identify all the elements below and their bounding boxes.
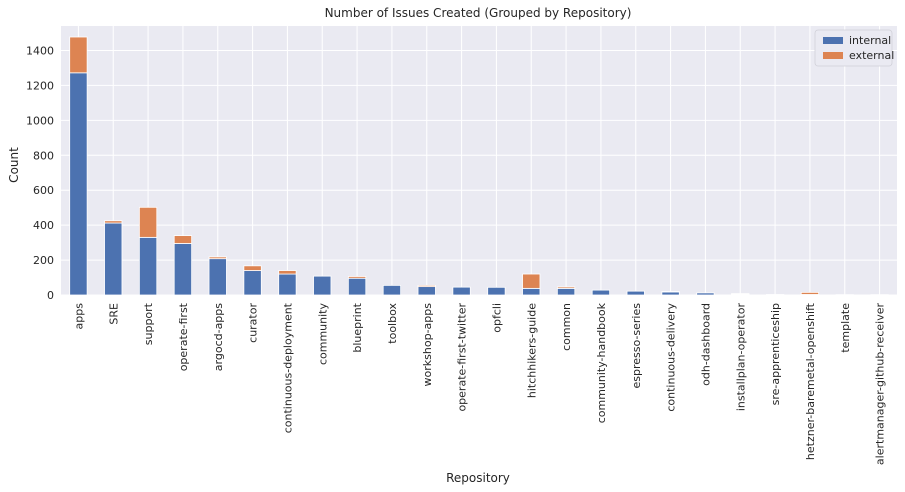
y-tick-label: 600	[33, 184, 54, 197]
bar-external-apps	[69, 36, 88, 74]
bars	[69, 36, 889, 296]
bar-external-hitchhikers-guide	[522, 273, 541, 289]
legend-label-external: external	[849, 49, 894, 62]
x-tick-label: template	[839, 303, 852, 353]
x-tick-label: common	[560, 303, 573, 351]
bar-internal-sre-apprenticeship	[765, 294, 785, 296]
bar-internal-operate-first	[173, 243, 193, 296]
plot-background	[61, 26, 897, 295]
y-tick-label: 1400	[26, 44, 54, 57]
x-tick-label: odh-dashboard	[699, 303, 712, 386]
x-tick-label: alertmanager-github-receiver	[874, 303, 887, 466]
y-tick-label: 200	[33, 254, 54, 267]
x-tick-label: continuous-delivery	[665, 303, 678, 412]
bar-internal-workshop-apps	[417, 286, 436, 296]
legend-swatch-internal	[823, 37, 843, 44]
y-tick-label: 1000	[26, 114, 54, 127]
bar-internal-community	[313, 275, 332, 296]
x-tick-label: support	[142, 302, 155, 345]
bar-internal-argocd-apps	[208, 258, 227, 296]
x-tick-label: hetzner-baremetal-openshift	[804, 302, 817, 460]
x-tick-label: blueprint	[351, 302, 364, 352]
legend-label-internal: internal	[849, 34, 891, 47]
x-tick-label: toolbox	[386, 303, 399, 344]
bar-external-workshop-apps	[417, 284, 436, 288]
bar-internal-SRE	[104, 222, 123, 296]
x-tick-label: opfcli	[490, 303, 503, 333]
bar-internal-template	[835, 294, 854, 296]
bar-internal-operate-first-twitter	[452, 286, 471, 296]
bar-external-continuous-deployment	[278, 270, 297, 275]
bar-internal-odh-dashboard	[696, 292, 715, 296]
y-tick-labels: 0 200 400 600 800 1000 1200 1400	[26, 44, 54, 302]
x-tick-label: operate-first	[177, 302, 190, 371]
chart-title: Number of Issues Created (Grouped by Rep…	[325, 6, 632, 20]
bar-internal-continuous-deployment	[278, 273, 297, 296]
bar-internal-community-handbook	[591, 289, 611, 296]
bar-external-support	[138, 206, 158, 238]
legend-swatch-external	[823, 52, 843, 59]
bar-internal-apps	[69, 72, 88, 296]
bar-internal-toolbox	[382, 284, 402, 296]
bar-external-SRE	[104, 220, 123, 224]
x-tick-label: continuous-deployment	[281, 302, 294, 433]
y-tick-label: 1200	[26, 79, 54, 92]
x-tick-label: apps	[72, 303, 85, 330]
bar-internal-opfcli	[487, 286, 506, 296]
bar-external-blueprint	[347, 276, 367, 279]
bar-external-hetzner-baremetal-openshift	[800, 291, 820, 295]
bar-external-continuous-delivery	[661, 291, 680, 293]
x-tick-label: espresso-series	[630, 303, 643, 389]
bar-internal-alertmanager-github-receiver	[870, 294, 889, 296]
bar-internal-support	[138, 236, 158, 296]
x-tick-label: community	[316, 303, 329, 366]
x-tick-label: sre-apprenticeship	[769, 303, 782, 405]
x-tick-label: SRE	[107, 303, 120, 325]
x-tick-label: installplan-operator	[734, 303, 747, 412]
legend: internal external	[814, 29, 894, 67]
x-tick-label: curator	[247, 303, 260, 343]
x-tick-label: operate-first-twitter	[456, 303, 469, 412]
y-tick-label: 0	[47, 289, 54, 302]
bar-external-argocd-apps	[208, 256, 227, 260]
bar-external-installplan-operator	[731, 293, 750, 295]
y-axis-label: Count	[7, 147, 21, 183]
bar-internal-espresso-series	[626, 290, 645, 296]
bar-external-curator	[243, 265, 262, 271]
bar-external-common	[556, 286, 576, 289]
x-tick-label: workshop-apps	[421, 303, 434, 387]
x-tick-label: community-handbook	[595, 302, 608, 423]
x-tick-labels: apps SRE support operate-first argocd-apps cu…	[72, 302, 886, 465]
x-tick-label: argocd-apps	[212, 303, 225, 371]
bar-internal-blueprint	[347, 277, 367, 296]
bar-external-operate-first	[173, 235, 193, 244]
bar-internal-curator	[243, 270, 262, 296]
y-tick-label: 400	[33, 219, 54, 232]
y-tick-label: 800	[33, 149, 54, 162]
bar-internal-common	[556, 287, 576, 296]
x-axis-label: Repository	[446, 471, 510, 485]
bar-internal-hitchhikers-guide	[522, 287, 541, 296]
plot-area	[61, 26, 897, 295]
x-tick-label: hitchhikers-guide	[525, 303, 538, 398]
